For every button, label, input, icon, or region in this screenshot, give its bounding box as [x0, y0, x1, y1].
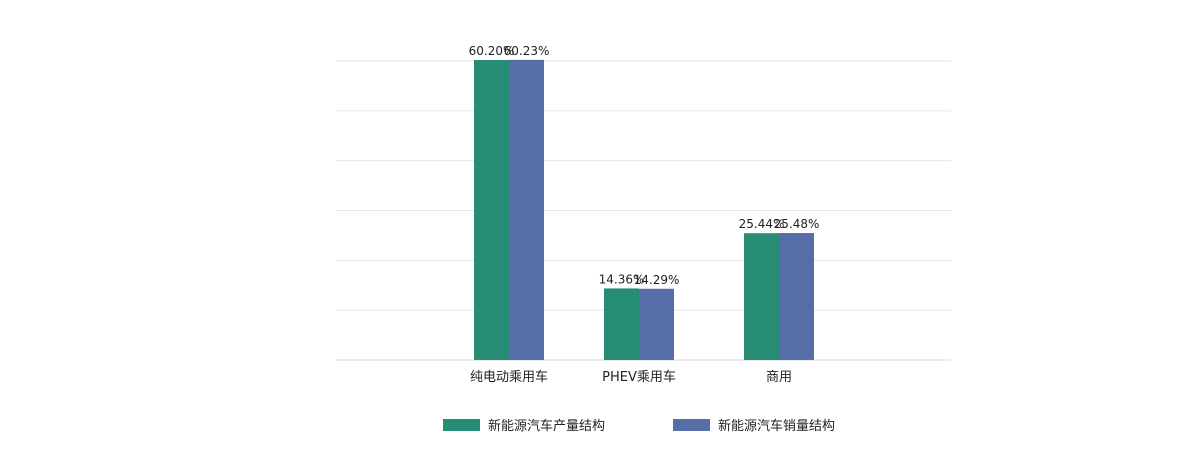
data-label: 60.20% [469, 44, 515, 58]
bar [744, 233, 779, 360]
data-label: 25.44% [739, 217, 785, 231]
legend: 新能源汽车产量结构 新能源汽车销量结构 [443, 418, 835, 434]
category-labels: 纯电动乘用车 PHEV乘用车 商用 [470, 369, 792, 385]
legend-label: 新能源汽车销量结构 [718, 418, 835, 434]
category-label: 商用 [766, 370, 792, 385]
bar [639, 288, 674, 360]
legend-label: 新能源汽车产量结构 [488, 418, 605, 434]
data-label: 60.23% [504, 44, 550, 58]
bar [779, 233, 814, 360]
legend-swatch [673, 419, 710, 431]
bar [509, 59, 544, 361]
data-label: 14.29% [634, 273, 680, 287]
legend-swatch [443, 419, 480, 431]
category-label: 纯电动乘用车 [470, 369, 548, 385]
bar [474, 60, 509, 361]
data-label: 14.36% [599, 272, 645, 286]
bars [474, 59, 814, 361]
data-labels: 60.20%60.23% 14.36%14.29% 25.44%25.48% [469, 44, 820, 287]
data-label: 25.48% [774, 217, 820, 231]
bar [604, 288, 639, 360]
category-label: PHEV乘用车 [602, 369, 676, 385]
gridlines [336, 60, 951, 361]
